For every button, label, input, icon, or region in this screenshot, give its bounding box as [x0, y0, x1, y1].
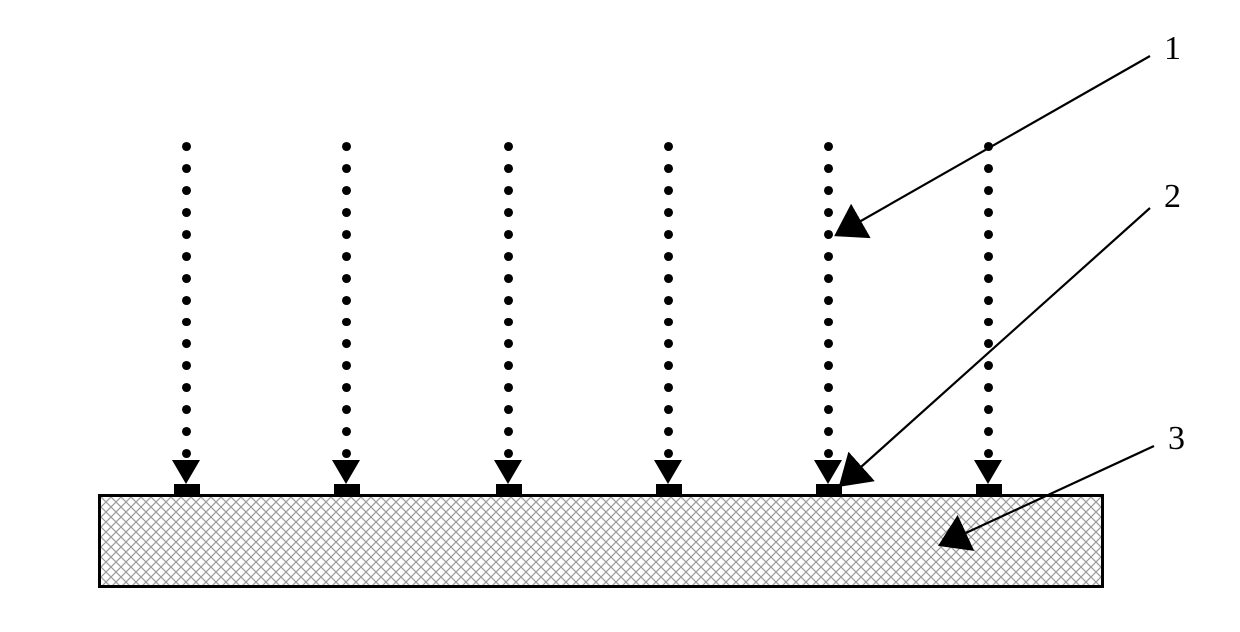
callout-leader-3	[942, 446, 1154, 544]
callout-leader-2	[842, 208, 1150, 484]
callout-label-1: 1	[1164, 30, 1181, 68]
callout-leader-1	[838, 56, 1150, 234]
callout-label-3: 3	[1168, 420, 1185, 458]
diagram-stage: 1 2 3	[0, 0, 1240, 632]
callout-leaders	[0, 0, 1240, 632]
callout-label-2: 2	[1164, 178, 1181, 216]
